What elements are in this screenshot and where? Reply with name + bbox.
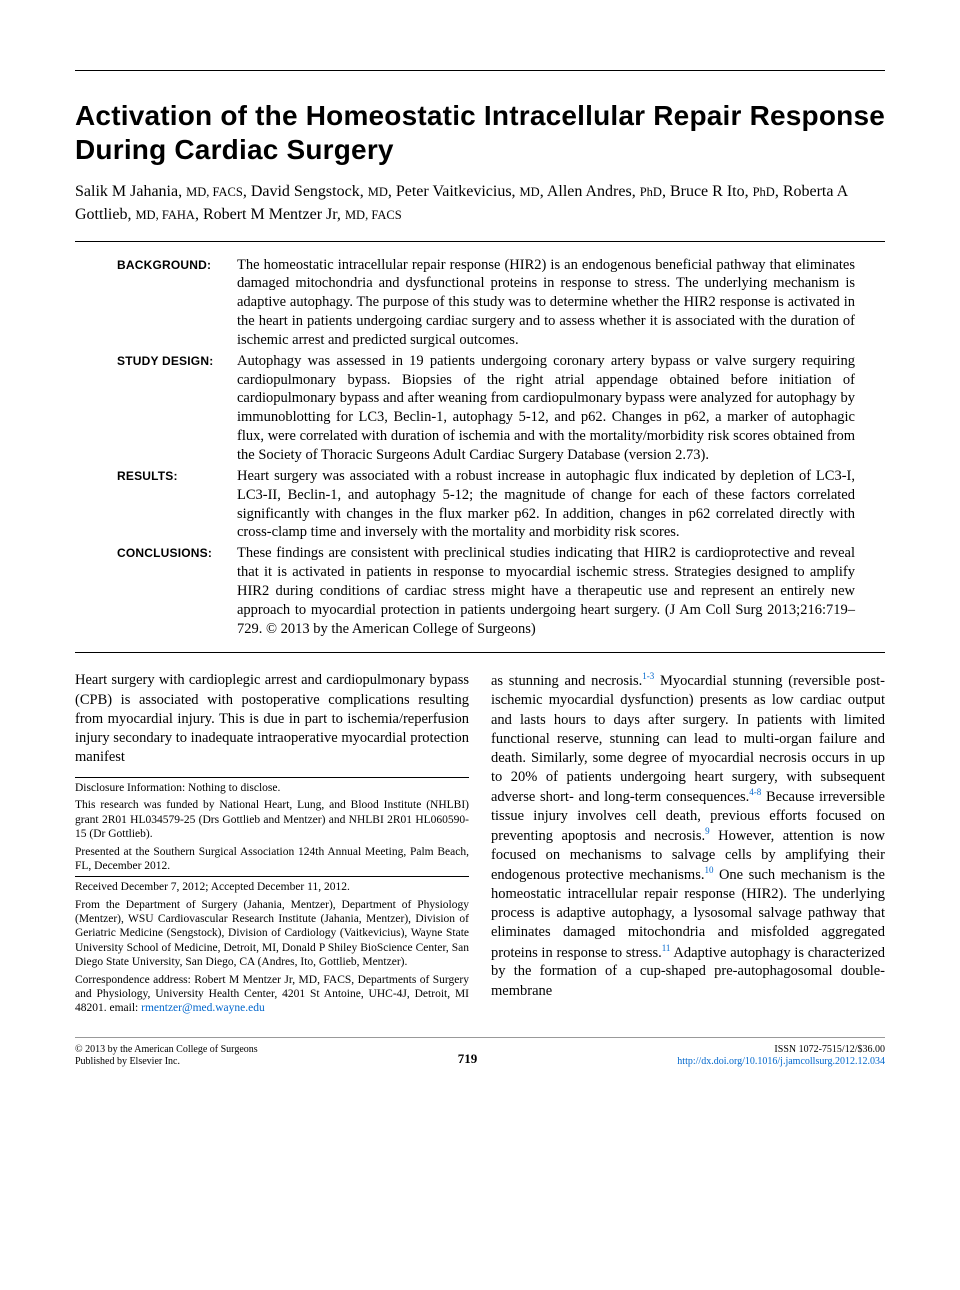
affiliation-line: From the Department of Surgery (Jahania,… xyxy=(75,898,469,970)
abstract-text-design: Autophagy was assessed in 19 patients un… xyxy=(237,352,855,465)
disclosure-line: Disclosure Information: Nothing to discl… xyxy=(75,781,469,795)
doi-link[interactable]: http://dx.doi.org/10.1016/j.jamcollsurg.… xyxy=(677,1056,885,1068)
correspondence-line: Correspondence address: Robert M Mentzer… xyxy=(75,973,469,1016)
presented-line: Presented at the Southern Surgical Assoc… xyxy=(75,845,469,874)
issn-line: ISSN 1072-7515/12/$36.00 xyxy=(677,1044,885,1056)
footnote-separator xyxy=(75,876,469,877)
body-text-columns: Heart surgery with cardioplegic arrest a… xyxy=(75,671,885,1018)
funding-line: This research was funded by National Hea… xyxy=(75,798,469,841)
rule-above-abstract xyxy=(75,241,885,242)
publisher-line: Published by Elsevier Inc. xyxy=(75,1056,258,1068)
right-column-paragraph: as stunning and necrosis.1-3 Myocardial … xyxy=(491,671,885,1000)
abstract-row: BACKGROUND: The homeostatic intracellula… xyxy=(117,256,855,350)
rule-below-abstract xyxy=(75,652,885,653)
abstract-label-conclusions: CONCLUSIONS: xyxy=(117,544,237,638)
correspondence-email[interactable]: rmentzer@med.wayne.edu xyxy=(141,1002,265,1014)
left-column-paragraph: Heart surgery with cardioplegic arrest a… xyxy=(75,671,469,767)
abstract-text-results: Heart surgery was associated with a robu… xyxy=(237,467,855,542)
structured-abstract: BACKGROUND: The homeostatic intracellula… xyxy=(117,256,855,639)
abstract-row: CONCLUSIONS: These findings are consiste… xyxy=(117,544,855,638)
footer-right: ISSN 1072-7515/12/$36.00 http://dx.doi.o… xyxy=(677,1044,885,1068)
abstract-label-results: RESULTS: xyxy=(117,467,237,542)
abstract-label-design: STUDY DESIGN: xyxy=(117,352,237,465)
abstract-row: RESULTS: Heart surgery was associated wi… xyxy=(117,467,855,542)
page-number: 719 xyxy=(458,1050,478,1068)
abstract-text-conclusions: These findings are consistent with precl… xyxy=(237,544,855,638)
received-line: Received December 7, 2012; Accepted Dece… xyxy=(75,880,469,894)
abstract-row: STUDY DESIGN: Autophagy was assessed in … xyxy=(117,352,855,465)
abstract-text-background: The homeostatic intracellular repair res… xyxy=(237,256,855,350)
author-list: Salik M Jahania, MD, FACS, David Sengsto… xyxy=(75,180,885,226)
correspondence-text: Correspondence address: Robert M Mentzer… xyxy=(75,974,469,1015)
copyright-line: © 2013 by the American College of Surgeo… xyxy=(75,1044,258,1056)
article-title: Activation of the Homeostatic Intracellu… xyxy=(75,99,885,166)
page-footer: © 2013 by the American College of Surgeo… xyxy=(75,1037,885,1068)
footer-left: © 2013 by the American College of Surgeo… xyxy=(75,1044,258,1068)
top-rule xyxy=(75,70,885,71)
abstract-label-background: BACKGROUND: xyxy=(117,256,237,350)
footnotes-block: Disclosure Information: Nothing to discl… xyxy=(75,777,469,1016)
